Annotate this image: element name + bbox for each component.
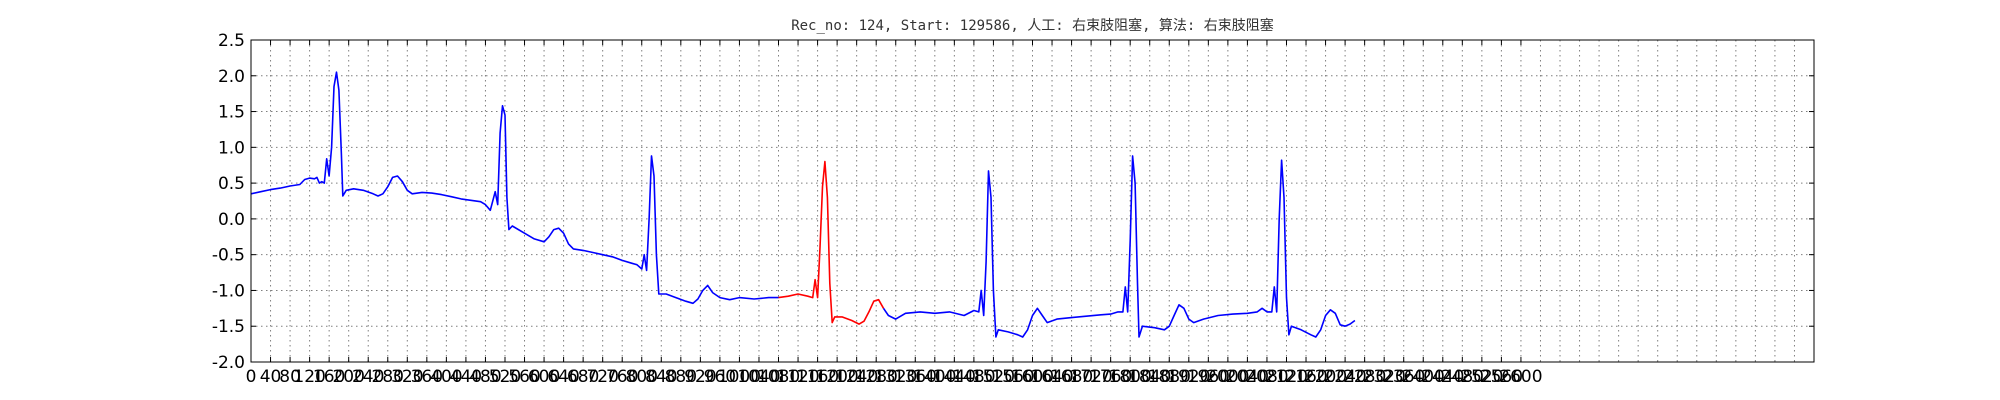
plot-frame xyxy=(250,39,1815,363)
y-tick-label: 2.5 xyxy=(218,31,245,51)
x-tick-label: 1600 xyxy=(1011,367,1054,387)
x-tick-label: 1200 xyxy=(815,367,858,387)
x-tick-label: 1320 xyxy=(874,367,917,387)
x-tick-label: 2000 xyxy=(1206,367,1249,387)
x-tick-label: 1040 xyxy=(737,367,780,387)
x-tick-label: 2280 xyxy=(1343,367,1386,387)
x-tick-label: 1560 xyxy=(991,367,1034,387)
y-tick-label: 1.5 xyxy=(218,103,245,123)
x-tick-label: 1000 xyxy=(718,367,761,387)
x-tick-label: 1520 xyxy=(972,367,1015,387)
x-tick-label: 2200 xyxy=(1304,367,1347,387)
x-tick-label: 400 xyxy=(430,367,462,387)
y-tick-label: -1.5 xyxy=(212,317,245,337)
y-axis-ticks: -2.0 -1.5 -1.0 -0.5 0.0 0.5 1.0 1.5 2.0 2.5 xyxy=(212,31,1814,373)
x-tick-label: 2160 xyxy=(1284,367,1327,387)
x-tick-label: 1640 xyxy=(1030,367,1073,387)
x-tick-label: 720 xyxy=(586,367,618,387)
x-tick-label: 920 xyxy=(684,367,716,387)
x-tick-label: 1840 xyxy=(1128,367,1171,387)
x-tick-label: 1480 xyxy=(952,367,995,387)
y-tick-label: 0.0 xyxy=(218,210,245,230)
x-tick-label: 1160 xyxy=(796,367,839,387)
x-tick-label: 1800 xyxy=(1109,367,1152,387)
x-tick-label: 2480 xyxy=(1441,367,1484,387)
x-tick-label: 320 xyxy=(391,367,423,387)
x-tick-label: 1240 xyxy=(835,367,878,387)
grid xyxy=(250,39,1815,363)
x-tick-label: 2360 xyxy=(1382,367,1425,387)
x-tick-label: 80 xyxy=(279,367,301,387)
x-tick-label: 880 xyxy=(665,367,697,387)
x-tick-label: 640 xyxy=(547,367,579,387)
x-tick-label: 840 xyxy=(645,367,677,387)
y-tick-label: -0.5 xyxy=(212,246,245,266)
x-tick-label: 280 xyxy=(372,367,404,387)
x-tick-label: 1720 xyxy=(1069,367,1112,387)
chart-title: Rec_no: 124, Start: 129586, 人工: 右束肢阻塞, 算… xyxy=(791,17,1274,34)
y-tick-label: -2.0 xyxy=(212,353,245,373)
ecg-segment xyxy=(882,155,1356,338)
x-tick-label: 2320 xyxy=(1363,367,1406,387)
x-tick-label: 240 xyxy=(352,367,384,387)
x-tick-label: 160 xyxy=(313,367,345,387)
y-tick-label: 0.5 xyxy=(218,174,245,194)
x-tick-label: 2560 xyxy=(1480,367,1523,387)
x-tick-label: 960 xyxy=(704,367,736,387)
x-tick-label: 2600 xyxy=(1499,367,1542,387)
x-tick-label: 1360 xyxy=(894,367,937,387)
y-tick-label: 1.0 xyxy=(218,138,245,158)
x-tick-label: 1680 xyxy=(1050,367,1093,387)
x-tick-label: 1880 xyxy=(1148,367,1191,387)
x-tick-label: 1920 xyxy=(1167,367,1210,387)
x-tick-label: 2120 xyxy=(1265,367,1308,387)
x-tick-label: 360 xyxy=(411,367,443,387)
x-tick-label: 560 xyxy=(508,367,540,387)
x-tick-label: 2520 xyxy=(1460,367,1503,387)
x-tick-label: 2240 xyxy=(1323,367,1366,387)
x-tick-label: 1120 xyxy=(776,367,819,387)
x-tick-label: 680 xyxy=(567,367,599,387)
x-tick-label: 440 xyxy=(450,367,482,387)
x-tick-label: 1760 xyxy=(1089,367,1132,387)
y-tick-label: 2.0 xyxy=(218,67,245,87)
x-tick-label: 2440 xyxy=(1421,367,1464,387)
x-tick-label: 520 xyxy=(489,367,521,387)
x-tick-label: 2400 xyxy=(1402,367,1445,387)
x-tick-label: 1400 xyxy=(913,367,956,387)
x-tick-label: 40 xyxy=(260,367,282,387)
x-tick-label: 2040 xyxy=(1226,367,1269,387)
ecg-segment-highlighted xyxy=(778,160,885,325)
x-tick-label: 760 xyxy=(606,367,638,387)
y-tick-label: -1.0 xyxy=(212,281,245,301)
x-tick-label: 1080 xyxy=(757,367,800,387)
x-tick-label: 800 xyxy=(626,367,658,387)
x-tick-label: 1280 xyxy=(855,367,898,387)
x-axis-ticks: 0 408012016020024028032036040044048052056… xyxy=(246,40,1543,387)
x-tick-label: 0 xyxy=(246,367,257,387)
ecg-trace xyxy=(250,71,1356,338)
ecg-segment xyxy=(250,71,779,305)
x-tick-label: 1960 xyxy=(1187,367,1230,387)
x-tick-label: 1440 xyxy=(933,367,976,387)
x-tick-label: 2080 xyxy=(1245,367,1288,387)
x-tick-label: 480 xyxy=(469,367,501,387)
x-tick-label: 200 xyxy=(332,367,364,387)
x-tick-label: 120 xyxy=(293,367,325,387)
x-tick-label: 600 xyxy=(528,367,560,387)
